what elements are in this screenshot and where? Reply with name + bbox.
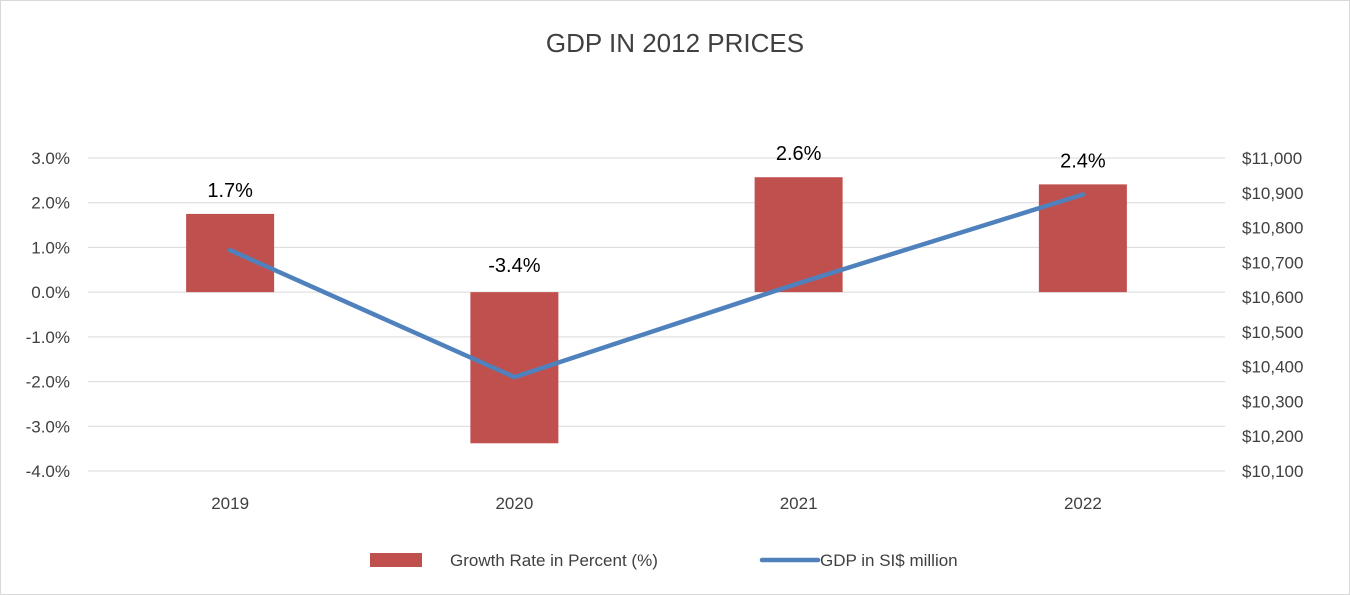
y-left-tick-label: 2.0% — [31, 194, 70, 213]
gdp-point — [513, 376, 515, 378]
y-right-tick-label: $11,000 — [1242, 149, 1302, 168]
gdp-point — [1082, 194, 1084, 196]
y-left-tick-label: -4.0% — [26, 462, 70, 481]
y-right-tick-label: $10,100 — [1242, 462, 1303, 481]
x-tick-label: 2019 — [211, 494, 249, 513]
y-right-tick-label: $10,300 — [1242, 392, 1303, 411]
y-right-tick-label: $10,900 — [1242, 184, 1303, 203]
gdp-point — [798, 282, 800, 284]
bar-data-label: -3.4% — [488, 255, 540, 277]
x-tick-label: 2021 — [780, 494, 818, 513]
x-tick-label: 2022 — [1064, 494, 1102, 513]
bar-data-label: 2.6% — [776, 143, 822, 165]
bar-data-label: 1.7% — [207, 180, 253, 202]
y-right-tick-label: $10,200 — [1242, 427, 1303, 446]
y-left-tick-label: 1.0% — [31, 238, 70, 257]
legend-swatch-growth — [370, 553, 422, 567]
y-right-tick-label: $10,800 — [1242, 219, 1303, 238]
bar — [1038, 184, 1127, 293]
y-right-tick-label: $10,500 — [1242, 323, 1303, 342]
y-left-tick-label: 3.0% — [31, 149, 70, 168]
x-tick-label: 2020 — [495, 494, 533, 513]
bar — [186, 213, 275, 293]
legend-label-growth: Growth Rate in Percent (%) — [450, 551, 658, 570]
chart-title: GDP IN 2012 PRICES — [545, 28, 805, 58]
y-right-tick-label: $10,400 — [1242, 358, 1303, 377]
y-left-tick-label: -3.0% — [26, 417, 70, 436]
y-left-tick-label: -1.0% — [26, 328, 70, 347]
bar-data-label: 2.4% — [1060, 150, 1106, 172]
y-right-tick-label: $10,700 — [1242, 253, 1303, 272]
gdp-point — [229, 249, 231, 251]
y-left-tick-label: -2.0% — [26, 373, 70, 392]
y-left-tick-label: 0.0% — [31, 283, 70, 302]
legend-label-gdp: GDP in SI$ million — [820, 551, 958, 570]
y-right-tick-label: $10,600 — [1242, 288, 1303, 307]
gdp-line — [227, 192, 1086, 380]
